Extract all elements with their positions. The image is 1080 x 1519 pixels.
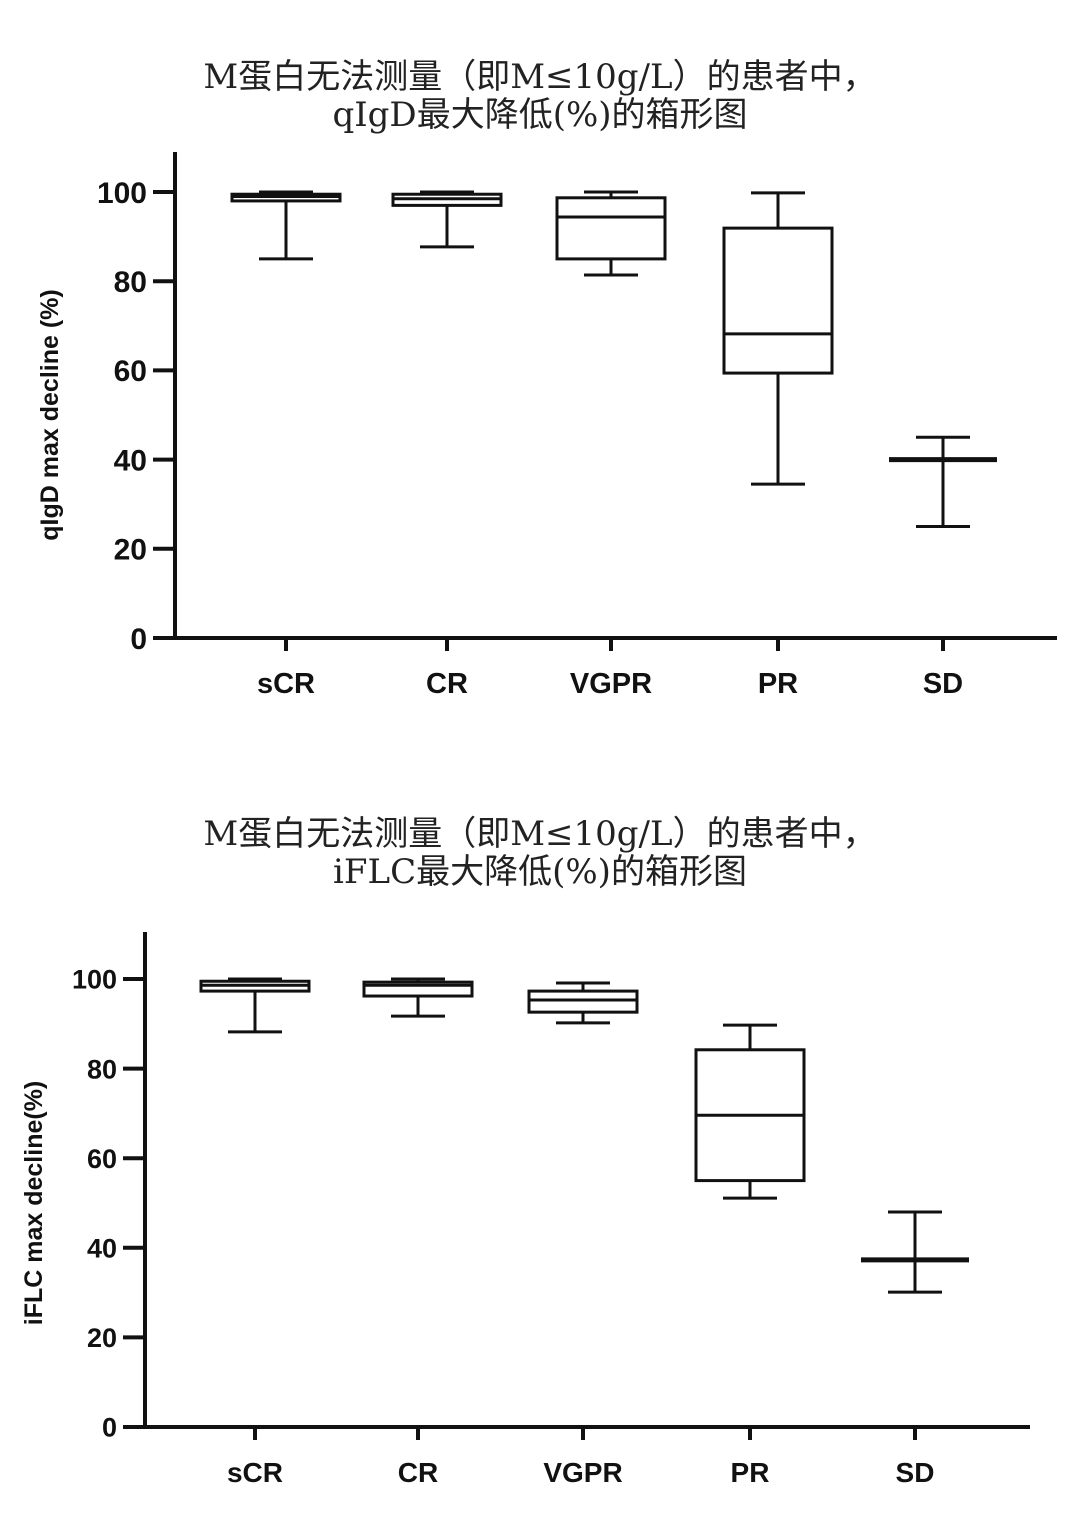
- y-tick-label: 60: [114, 355, 147, 388]
- x-tick-label: sCR: [227, 1457, 283, 1488]
- y-tick-label: 20: [114, 534, 147, 567]
- y-tick-label: 100: [72, 965, 117, 995]
- y-axis-title: iFLC max decline(%): [20, 1081, 48, 1326]
- x-tick-label: sCR: [257, 668, 315, 700]
- box-scr: [230, 190, 342, 261]
- y-tick-label: 0: [102, 1413, 117, 1443]
- chart2-title-line1: M蛋白无法测量（即M≤10g/L）的患者中，: [203, 814, 877, 854]
- iqr-box: [722, 226, 834, 375]
- chart1-title-line2: qIgD最大降低(%)的箱形图: [332, 95, 748, 135]
- box-pr: [722, 191, 834, 486]
- chart1-title: M蛋白无法测量（即M≤10g/L）的患者中， qIgD最大降低(%)的箱形图: [0, 58, 1080, 134]
- iqr-box: [527, 989, 639, 1014]
- y-tick-label: 40: [87, 1234, 117, 1264]
- box-sd: [889, 435, 997, 528]
- box-sd: [861, 1210, 969, 1294]
- chart2-title: M蛋白无法测量（即M≤10g/L）的患者中， iFLC最大降低(%)的箱形图: [0, 815, 1080, 891]
- y-tick-label: 60: [87, 1144, 117, 1174]
- x-tick-label: SD: [896, 1457, 935, 1488]
- box-vgpr: [555, 190, 667, 277]
- y-tick-label: 0: [130, 623, 147, 656]
- chart1-boxplot: 0 20 40 60 80 100 qIgD max decline (%) sCR CR VGP…: [36, 152, 1057, 700]
- y-axis-title: qIgD max decline (%): [36, 289, 64, 540]
- box-vgpr: [527, 981, 639, 1025]
- x-tick-label: SD: [923, 668, 963, 700]
- x-tick-label: VGPR: [543, 1457, 622, 1488]
- box-scr: [199, 977, 311, 1034]
- box-pr: [694, 1023, 806, 1200]
- box-cr: [362, 977, 474, 1018]
- x-tick-label: VGPR: [570, 668, 652, 700]
- iqr-box: [555, 196, 667, 261]
- y-tick-label: 80: [114, 266, 147, 299]
- x-tick-label: PR: [731, 1457, 770, 1488]
- chart2-title-line2: iFLC最大降低(%)的箱形图: [333, 852, 747, 892]
- y-tick-label: 100: [97, 177, 147, 210]
- box-cr: [391, 190, 503, 249]
- x-tick-label: CR: [426, 668, 468, 700]
- y-tick-label: 40: [114, 444, 147, 477]
- chart1-title-line1: M蛋白无法测量（即M≤10g/L）的患者中，: [203, 57, 877, 97]
- y-tick-label: 20: [87, 1323, 117, 1353]
- y-tick-label: 80: [87, 1054, 117, 1084]
- x-tick-label: CR: [398, 1457, 438, 1488]
- x-tick-label: PR: [758, 668, 798, 700]
